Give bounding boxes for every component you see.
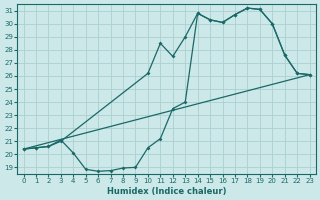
X-axis label: Humidex (Indice chaleur): Humidex (Indice chaleur) — [107, 187, 226, 196]
